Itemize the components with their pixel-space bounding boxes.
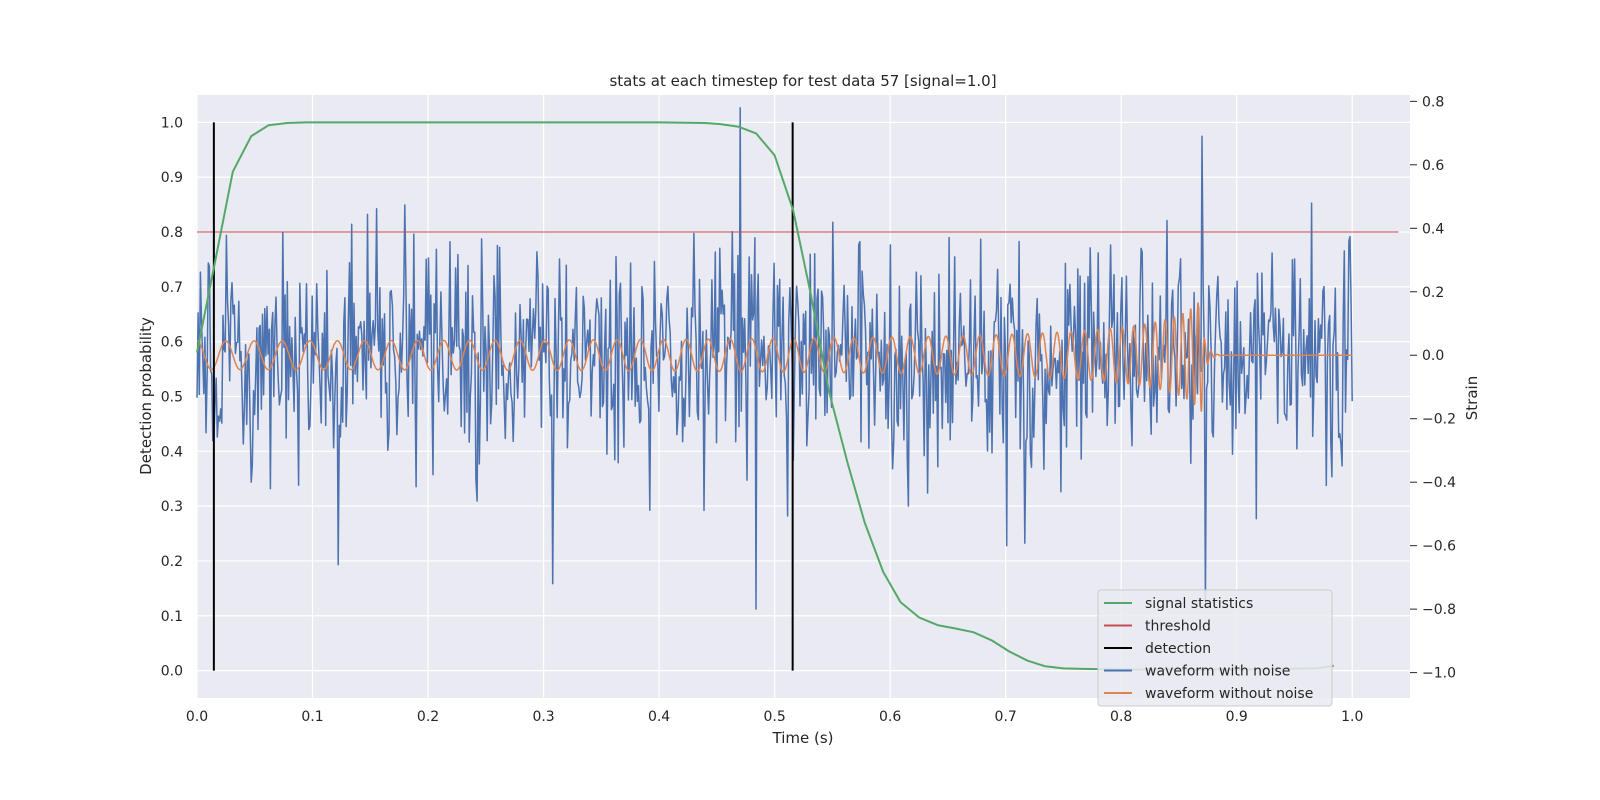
- y2-tick-label: 0.2: [1422, 285, 1444, 301]
- y-tick-label: 0.1: [161, 609, 183, 625]
- y-axis-label: Detection probability: [137, 317, 155, 475]
- axes: 0.0 0.1 0.2 0.3 0.4 0.5 0.6 0.7 0.8 0.9 1.0 0.0 0.1 0…: [161, 94, 1456, 725]
- y-tick-label: 0.4: [161, 444, 183, 460]
- legend-label: threshold: [1145, 619, 1211, 635]
- series-layer: [196, 106, 1399, 671]
- legend-label: signal statistics: [1145, 596, 1253, 612]
- series-line-waveform-with-noise: [196, 106, 1353, 610]
- legend: signal statistics threshold detection wavef…: [1097, 589, 1333, 707]
- y-tick-label: 0.8: [161, 225, 183, 241]
- y-tick-label: 0.9: [161, 170, 183, 186]
- x-tick-label: 0.1: [301, 709, 323, 725]
- y-tick-label: 0.6: [161, 335, 183, 351]
- x-tick-label: 0.4: [648, 709, 670, 725]
- x-tick-label: 0.9: [1226, 709, 1248, 725]
- legend-label: detection: [1145, 641, 1211, 657]
- x-tick-label: 0.2: [417, 709, 439, 725]
- chart-title: stats at each timestep for test data 57 …: [609, 72, 996, 90]
- y2-tick-label: −0.8: [1422, 602, 1456, 618]
- series-line-waveform-without-noise: [196, 302, 1353, 412]
- y2-tick-label: −0.4: [1422, 475, 1456, 491]
- legend-box: [1097, 589, 1333, 707]
- x-tick-label: 0.3: [532, 709, 554, 725]
- y-tick-label: 0.5: [161, 390, 183, 406]
- x-tick-label: 0.0: [186, 709, 208, 725]
- series-line-signal-statistics: [196, 121, 1334, 671]
- x-tick-label: 1.0: [1341, 709, 1363, 725]
- y2-tick-label: −0.6: [1422, 539, 1456, 555]
- y2-tick-label: 0.6: [1422, 158, 1444, 174]
- y2-tick-label: 0.4: [1422, 221, 1444, 237]
- y-tick-label: 1.0: [161, 115, 183, 131]
- legend-label: waveform with noise: [1145, 664, 1290, 680]
- y2-tick-label: −1.0: [1422, 666, 1456, 682]
- x-tick-label: 0.8: [1110, 709, 1132, 725]
- y2-axis-label: Strain: [1463, 376, 1481, 420]
- y-tick-label: 0.3: [161, 499, 183, 515]
- x-tick-label: 0.7: [995, 709, 1017, 725]
- x-axis-label: Time (s): [772, 729, 834, 747]
- y2-tick-label: 0.8: [1422, 94, 1444, 110]
- x-tick-label: 0.6: [879, 709, 901, 725]
- y-tick-label: 0.2: [161, 554, 183, 570]
- legend-label: waveform without noise: [1145, 686, 1313, 702]
- y2-tick-label: −0.2: [1422, 412, 1456, 428]
- y-tick-label: 0.0: [161, 664, 183, 680]
- y2-tick-label: 0.0: [1422, 348, 1444, 364]
- x-tick-label: 0.5: [763, 709, 785, 725]
- y-tick-label: 0.7: [161, 280, 183, 296]
